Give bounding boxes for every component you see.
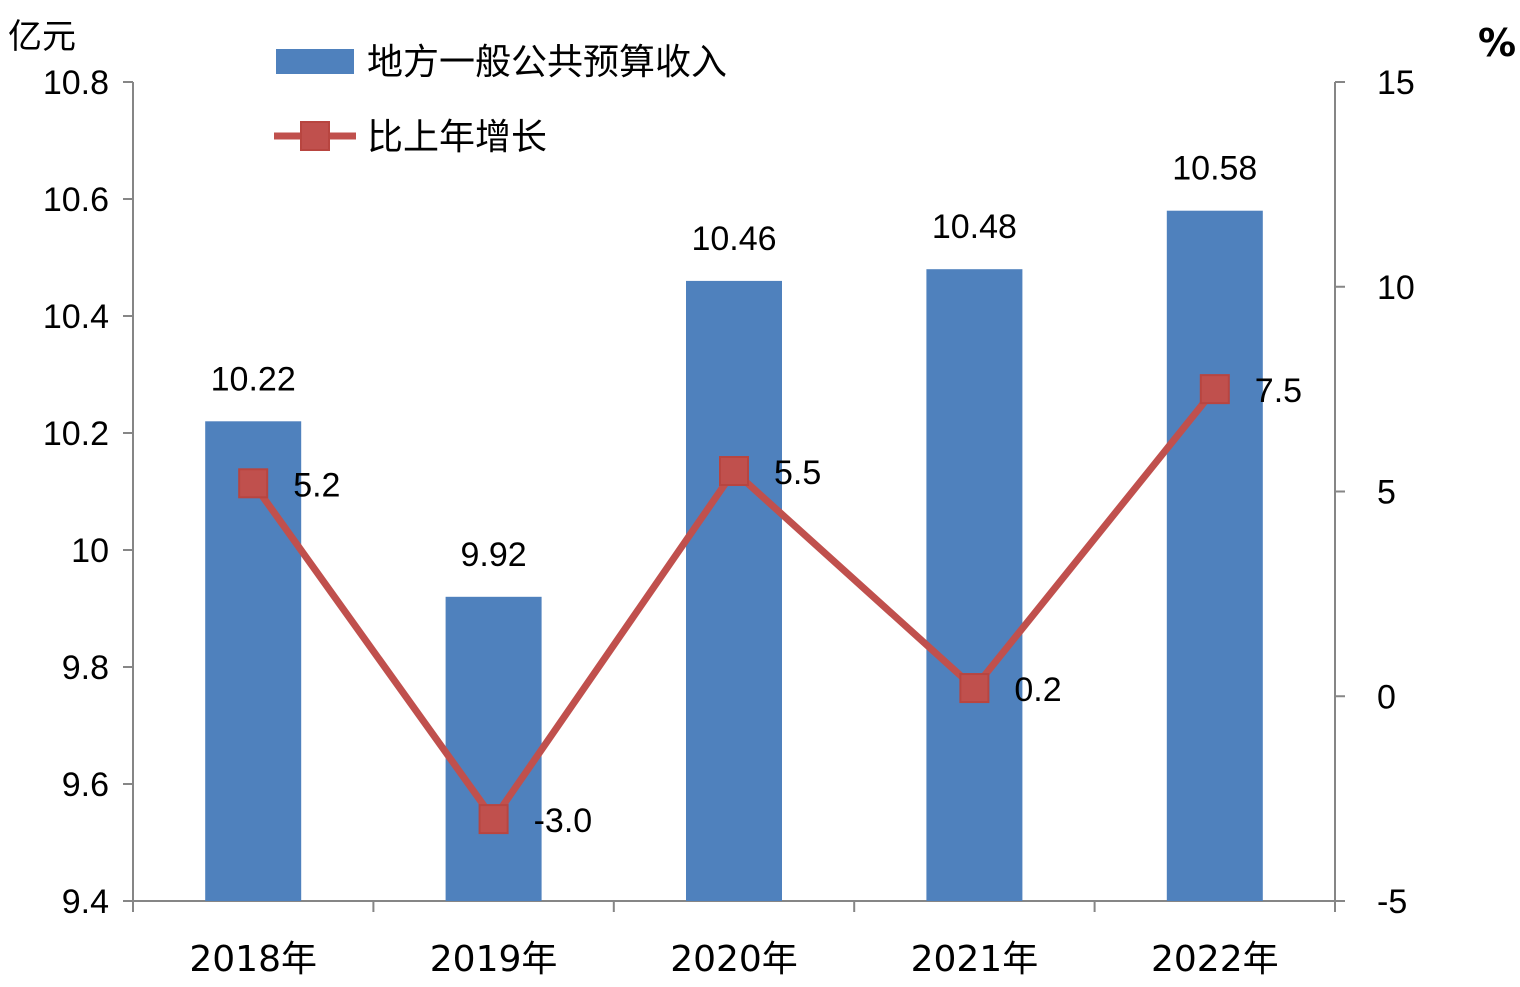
bar [205, 421, 302, 901]
right-axis-tick-label: 5 [1377, 474, 1396, 512]
right-axis-unit: % [1478, 21, 1516, 65]
line-marker [959, 673, 990, 704]
line-value-label: 0.2 [1014, 671, 1061, 709]
legend-line-marker [300, 121, 330, 151]
line-marker [238, 468, 269, 499]
line-marker [719, 456, 749, 487]
x-axis-category-label: 2020年 [670, 939, 798, 980]
left-axis-tick-label: 9.4 [62, 883, 109, 921]
bar-value-label: 10.22 [211, 360, 296, 398]
bar-value-label: 10.58 [1172, 150, 1257, 188]
x-axis-category-label: 2022年 [1151, 939, 1279, 980]
line-value-label: 5.2 [293, 466, 340, 504]
right-axis-tick-label: -5 [1377, 883, 1407, 921]
axes: 9.4 9.6 9.8 10 10.2 10.4 10.6 10.8 亿元 -5 0 5 10 15% 20… [8, 17, 1516, 980]
right-axis-tick-label: 0 [1377, 678, 1396, 716]
right-axis-tick-label: 15 [1377, 64, 1415, 102]
legend-line-label: 比上年增长 [367, 117, 547, 158]
left-axis-tick-label: 9.6 [62, 766, 109, 804]
left-axis-tick-label: 9.8 [62, 649, 109, 687]
bar-series [205, 210, 1263, 901]
left-axis-tick-label: 10.2 [43, 415, 109, 453]
bar [686, 280, 782, 901]
x-axis-category-label: 2018年 [189, 939, 317, 980]
bar [445, 596, 542, 901]
bar [1166, 210, 1263, 901]
legend-bar-swatch [276, 49, 354, 74]
left-axis-tick-label: 10 [71, 532, 109, 570]
x-axis-category-label: 2021年 [911, 939, 1039, 980]
bar [926, 269, 1023, 901]
data-labels: 10.22 9.92 10.46 10.48 10.58 5.2 -3.0 5.5 0.2 7.5 [211, 150, 1302, 840]
bar-value-label: 10.46 [691, 220, 776, 258]
left-axis-tick-label: 10.6 [43, 181, 109, 219]
left-axis-tick-label: 10.8 [43, 64, 109, 102]
bar-value-label: 9.92 [461, 536, 527, 574]
line-value-label: -3.0 [534, 802, 593, 840]
line-value-label: 5.5 [774, 454, 821, 492]
left-axis-unit: 亿元 [8, 17, 76, 57]
line-value-label: 7.5 [1255, 372, 1302, 410]
legend-bar-label: 地方一般公共预算收入 [367, 42, 727, 83]
line-series [238, 374, 1230, 835]
left-axis-tick-label: 10.4 [43, 298, 109, 336]
bar-value-label: 10.48 [932, 208, 1017, 246]
line-marker [1199, 374, 1230, 405]
right-axis-tick-label: 10 [1377, 269, 1415, 307]
x-axis-category-label: 2019年 [430, 939, 558, 980]
line-marker [478, 804, 509, 835]
